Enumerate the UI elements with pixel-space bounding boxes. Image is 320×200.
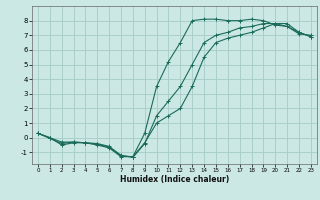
- X-axis label: Humidex (Indice chaleur): Humidex (Indice chaleur): [120, 175, 229, 184]
